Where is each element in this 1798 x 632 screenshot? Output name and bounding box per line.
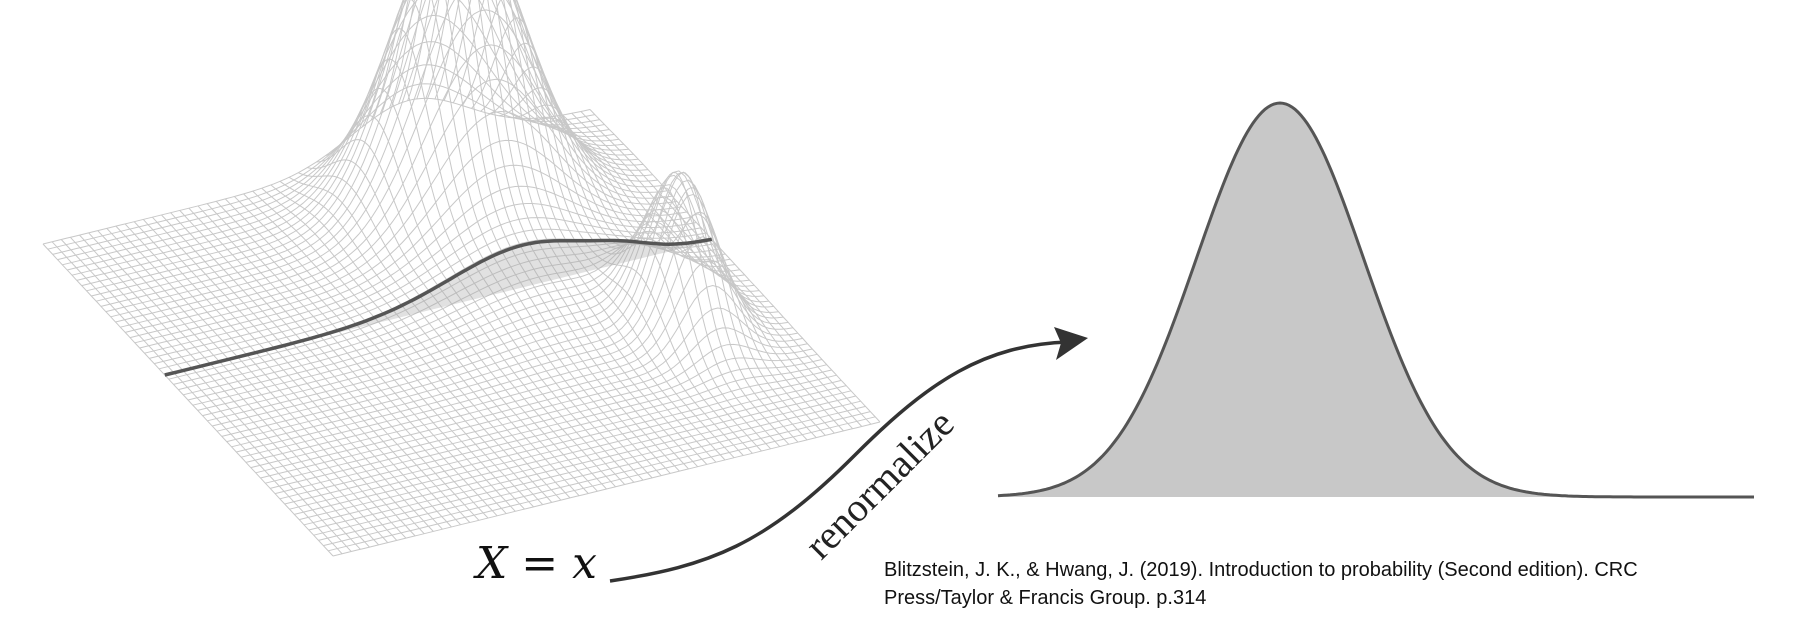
mesh-line-v xyxy=(323,411,871,547)
mesh-line-u xyxy=(70,236,361,550)
conditional-density-fill xyxy=(998,103,1755,497)
mesh-line-u xyxy=(106,228,398,541)
mesh-line-u xyxy=(88,232,379,546)
mesh-line-v xyxy=(313,400,861,536)
mesh-line-u xyxy=(115,225,407,539)
citation: Blitzstein, J. K., & Hwang, J. (2019). I… xyxy=(884,556,1764,612)
mesh-line-u xyxy=(325,115,616,488)
mesh-line-u xyxy=(97,230,389,543)
mesh-line-v xyxy=(289,374,837,510)
mesh-line-u xyxy=(51,241,343,555)
mesh-line-v xyxy=(318,405,866,541)
condition-label: X = x xyxy=(476,538,597,589)
conditional-slice-curve xyxy=(164,237,713,377)
mesh-line-v xyxy=(328,416,876,552)
mesh-line-u xyxy=(60,239,352,552)
mesh-line-u xyxy=(398,0,689,470)
mesh-line-u xyxy=(79,234,370,548)
mesh-line-v xyxy=(332,421,881,557)
mesh-line-u xyxy=(124,223,416,537)
mesh-line-v xyxy=(299,385,847,521)
mesh-line-u xyxy=(42,243,334,557)
mesh-line-u xyxy=(589,109,881,423)
citation-line-2: Press/Taylor & Francis Group. p.314 xyxy=(884,587,1207,609)
mesh-line-v xyxy=(303,390,852,526)
mesh-line-v xyxy=(308,395,856,531)
joint-density-surface xyxy=(42,0,881,557)
mesh-line-v xyxy=(125,78,673,333)
mesh-line-v xyxy=(284,369,832,505)
citation-line-1: Blitzstein, J. K., & Hwang, J. (2019). I… xyxy=(884,559,1638,581)
mesh-line-v xyxy=(294,379,842,515)
conditional-density-curve xyxy=(997,101,1754,499)
arrow-head-icon xyxy=(1054,327,1088,360)
renormalize-arrow xyxy=(609,340,1069,583)
